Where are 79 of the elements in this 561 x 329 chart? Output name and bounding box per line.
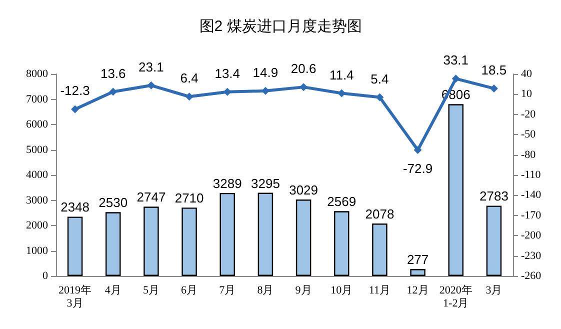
bar xyxy=(220,192,235,276)
bar xyxy=(334,211,350,276)
data-label: -72.9 xyxy=(402,161,433,176)
point xyxy=(376,93,384,102)
point xyxy=(490,84,498,92)
y2-tick-label: -80 xyxy=(521,148,536,161)
data-label: 2747 xyxy=(136,190,166,205)
bar xyxy=(182,208,197,276)
data-label: 6.4 xyxy=(180,70,198,86)
point xyxy=(338,89,346,98)
data-label: 33.1 xyxy=(443,52,469,68)
data-label: 13.4 xyxy=(214,66,240,81)
y2-tick-label: 10 xyxy=(521,88,532,100)
x-tick-label: 7月 xyxy=(219,284,236,296)
x-tick-label: 4月 xyxy=(104,284,122,296)
x-tick-label: 8月 xyxy=(257,284,274,296)
chart-title: 图2 煤炭进口月度走势图 xyxy=(199,18,362,35)
bar xyxy=(144,206,159,276)
data-label: 11.4 xyxy=(329,67,354,82)
data-label: 277 xyxy=(406,252,429,268)
x-tick-label: 2020年 1-2月 xyxy=(439,284,472,310)
y-tick-label: 4000 xyxy=(26,169,48,181)
y-tick-label: 8000 xyxy=(26,68,48,80)
bar xyxy=(258,192,274,276)
data-label: 13.6 xyxy=(100,66,126,81)
bar xyxy=(67,216,83,276)
bar xyxy=(486,206,502,276)
y2-tick-label: -200 xyxy=(521,230,542,242)
x-tick-label: 11月 xyxy=(368,284,391,296)
y2-tick-label: -50 xyxy=(521,128,536,141)
data-label: 3295 xyxy=(250,176,280,191)
y2-tick-label: -260 xyxy=(521,270,542,282)
y-tick-label: 2000 xyxy=(26,220,48,232)
y2-tick-label: -170 xyxy=(521,209,542,222)
bar xyxy=(296,200,312,276)
y2-tick-label: -140 xyxy=(521,189,542,202)
x-tick-label: 9月 xyxy=(295,284,312,296)
x-tick-label: 5月 xyxy=(142,284,160,296)
y-tick-label: 5000 xyxy=(26,144,48,156)
y-tick-label: 0 xyxy=(42,270,48,282)
data-label: 3029 xyxy=(289,182,318,198)
bar xyxy=(448,104,464,276)
bar xyxy=(410,269,426,276)
data-label: 2078 xyxy=(365,206,394,222)
data-label: 23.1 xyxy=(138,59,164,74)
point xyxy=(300,83,308,92)
x-tick-label: 2019年 3月 xyxy=(58,284,92,310)
y2-tick-label: -110 xyxy=(521,169,542,181)
data-label: -12.3 xyxy=(60,83,90,98)
y-tick-label: 6000 xyxy=(26,118,48,130)
bar xyxy=(372,224,388,276)
point xyxy=(185,92,194,101)
point xyxy=(71,105,80,114)
point xyxy=(109,88,118,96)
x-tick-label: 12月 xyxy=(406,284,429,296)
data-label: 2569 xyxy=(327,194,356,210)
y-tick-label: 1000 xyxy=(26,244,48,257)
y-tick-label: 7000 xyxy=(26,93,48,106)
x-tick-label: 3月 xyxy=(486,284,502,296)
data-label: 3289 xyxy=(212,176,242,191)
data-label: 14.9 xyxy=(252,64,278,80)
y2-tick-label: -20 xyxy=(521,108,536,120)
data-label: 2783 xyxy=(479,188,508,204)
data-label: 5.4 xyxy=(370,71,389,86)
x-tick-label: 10月 xyxy=(330,284,353,296)
data-label: 18.5 xyxy=(481,62,507,78)
data-label: 2530 xyxy=(98,195,128,210)
y-tick-label: 3000 xyxy=(26,194,48,206)
point xyxy=(223,88,232,96)
y2-tick-label: 40 xyxy=(521,68,532,80)
data-label: 2710 xyxy=(174,190,204,206)
x-tick-label: 6月 xyxy=(181,284,198,296)
y2-tick-label: -230 xyxy=(521,250,542,262)
data-label: 2348 xyxy=(60,200,90,215)
point xyxy=(452,74,460,83)
point xyxy=(414,146,422,154)
bar xyxy=(106,212,121,276)
data-label: 20.6 xyxy=(290,61,316,76)
point xyxy=(147,81,156,90)
